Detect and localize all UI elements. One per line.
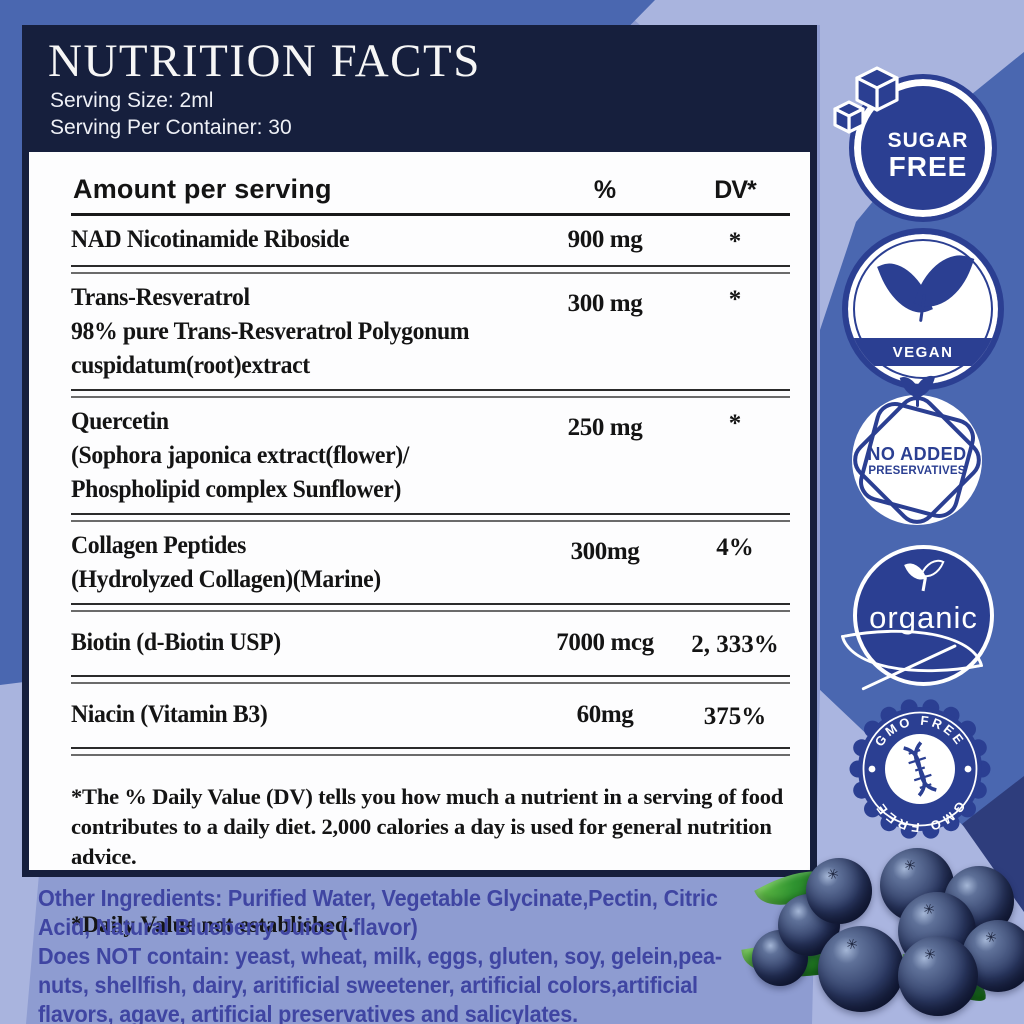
organic-label: organic (869, 599, 978, 635)
no-added-circle: NO ADDED PRESERVATIVES (844, 372, 990, 533)
table-row: NAD Nicotinamide Riboside 900 mg * (71, 216, 790, 265)
ingredient-name: Collagen Peptides (71, 532, 246, 559)
ingredients-line: nuts, shellfish, dairy, aritificial swee… (38, 972, 698, 998)
row-divider (71, 603, 790, 612)
percent-column-header: % (593, 176, 617, 204)
vegan-leaves-icon (875, 244, 975, 328)
berry-crown: ✳ (921, 900, 937, 919)
ingredient-subtext: cuspidatum(root)extract (71, 352, 310, 379)
dna-helix-icon (903, 741, 937, 797)
panel-header: NUTRITION FACTS Serving Size: 2ml Servin… (22, 25, 817, 152)
ingredients-line: Acid, Natural Blueberry Juice ( flavor) (38, 914, 418, 940)
ingredient-name: Trans-Resveratrol (71, 284, 250, 311)
page-title: NUTRITION FACTS (48, 35, 481, 87)
vegan-label: VEGAN (892, 343, 954, 361)
dv-value: * (728, 228, 742, 255)
blueberry: ✳ (806, 858, 872, 924)
ingredients-line: Other Ingredients: Purified Water, Veget… (38, 885, 718, 911)
blueberries-image: ✳ ✳ ✳ ✳ ✳ ✳ (741, 842, 1024, 1024)
amount-value: 900 mg (567, 226, 643, 253)
berry-crown: ✳ (921, 944, 938, 963)
not-established-footnote: *Daily Value not established. (71, 912, 354, 937)
ingredient-subtext: Phospholipid complex Sunflower) (71, 476, 402, 503)
sugar-cubes-icon (833, 66, 899, 134)
berry-crown: ✳ (843, 935, 860, 954)
no-added-label-line2: PRESERVATIVES (868, 464, 966, 477)
row-divider (71, 265, 790, 274)
berry-crown: ✳ (901, 855, 918, 875)
daily-value-footnote: *The % Daily Value (DV) tells you how mu… (71, 784, 784, 869)
ingredients-line: flavors, agave, artificial preservatives… (38, 1001, 578, 1024)
dv-value: 2, 333% (691, 631, 779, 658)
table-header-row: Amount per serving % DV* (71, 168, 790, 216)
table-row: Trans-Resveratrol 98% pure Trans-Resverat… (71, 274, 790, 389)
ingredient-subtext: 98% pure Trans-Resveratrol Polygonum (71, 318, 470, 345)
table-row: Quercetin (Sophora japonica extract(flowe… (71, 398, 790, 513)
vegan-badge: VEGAN (842, 228, 1004, 390)
blueberry: ✳ (818, 926, 904, 1012)
sugar-free-circle: SUGAR FREE (849, 74, 997, 222)
facts-body: Amount per serving % DV* NAD Nicotinamid… (29, 152, 810, 937)
row-divider (71, 389, 790, 398)
vegan-circle: VEGAN (842, 228, 1004, 390)
serving-per-container-text: Serving Per Container: 30 (50, 116, 292, 139)
sugar-free-badge: SUGAR FREE (833, 66, 997, 222)
row-divider (71, 675, 790, 684)
gmo-free-badge: GMO FREE GMO FREE (845, 693, 995, 845)
facts-table: Amount per serving % DV* NAD Nicotinamid… (71, 168, 790, 938)
blueberry: ✳ (898, 936, 978, 1016)
ingredient-subtext: (Hydrolyzed Collagen)(Marine) (71, 566, 381, 593)
table-row: Biotin (d-Biotin USP) 7000 mcg 2, 333% (71, 612, 790, 675)
leaf-bud-icon (899, 372, 936, 407)
ingredient-name: Niacin (Vitamin B3) (71, 701, 268, 728)
amount-value: 60mg (576, 701, 634, 728)
amount-per-serving-header: Amount per serving (73, 174, 332, 204)
dv-value: * (728, 410, 742, 437)
organic-badge: organic (840, 545, 994, 693)
gmo-free-stamp: GMO FREE GMO FREE (849, 699, 991, 839)
sugar-free-label-line1: SUGAR (887, 129, 969, 152)
table-row: Niacin (Vitamin B3) 60mg 375% (71, 684, 790, 747)
vegan-band: VEGAN (848, 338, 998, 366)
dv-value: 375% (703, 703, 767, 730)
nutrition-facts-panel: NUTRITION FACTS Serving Size: 2ml Servin… (22, 25, 817, 937)
amount-value: 7000 mcg (556, 629, 654, 656)
berry-crown: ✳ (825, 864, 841, 884)
amount-value: 250 mg (567, 414, 643, 441)
dv-value: * (728, 286, 742, 313)
amount-value: 300mg (570, 538, 640, 565)
other-ingredients-text: Other Ingredients: Purified Water, Veget… (38, 884, 798, 1024)
ingredient-name: NAD Nicotinamide Riboside (71, 226, 350, 253)
organic-sprig-icon (903, 554, 947, 592)
berry-crown: ✳ (983, 927, 999, 946)
ingredient-name: Quercetin (71, 408, 169, 435)
table-row: Collagen Peptides (Hydrolyzed Collagen)(M… (71, 522, 790, 603)
dv-column-header: DV* (714, 176, 756, 204)
row-divider (71, 513, 790, 522)
dv-value: 4% (716, 534, 754, 561)
ingredient-name: Biotin (d-Biotin USP) (71, 629, 281, 656)
serving-size-text: Serving Size: 2ml (50, 89, 214, 112)
ingredients-line: Does NOT contain: yeast, wheat, milk, eg… (38, 943, 722, 969)
no-added-label-line1: NO ADDED (867, 443, 967, 464)
organic-circle: organic (840, 545, 994, 693)
no-added-preservatives-badge: NO ADDED PRESERVATIVES (844, 372, 990, 533)
sugar-free-label-line2: FREE (888, 151, 968, 182)
ingredient-subtext: (Sophora japonica extract(flower)/ (71, 442, 409, 469)
amount-value: 300 mg (567, 290, 643, 317)
row-divider (71, 747, 790, 756)
facts-rows: NAD Nicotinamide Riboside 900 mg * Trans-Re… (71, 216, 790, 756)
